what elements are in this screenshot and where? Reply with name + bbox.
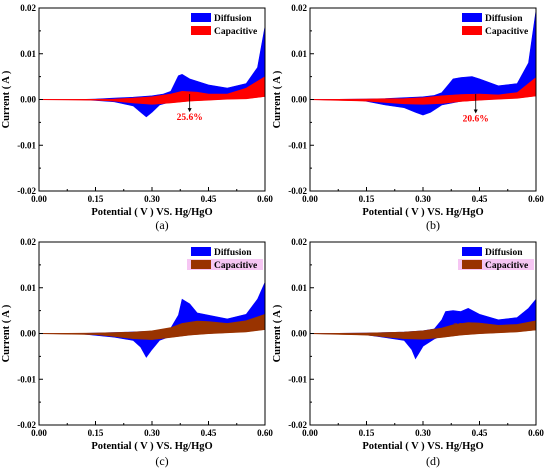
legend-label: Diffusion <box>485 14 523 24</box>
legend-shadow <box>458 259 534 270</box>
x-axis-label: Potential ( V ) VS. Hg/HgO <box>362 207 483 218</box>
x-tick-label: 0.00 <box>302 428 318 438</box>
x-tick-label: 0.45 <box>201 428 217 438</box>
percentage-annotation: 28% <box>182 322 201 332</box>
x-tick-label: 0.30 <box>415 428 431 438</box>
panel-caption: (a) <box>155 218 168 232</box>
x-tick-label: 0.30 <box>144 194 160 204</box>
y-tick-label: -0.01 <box>288 374 307 384</box>
legend-label: Capacitive <box>485 27 528 37</box>
legend-label: Diffusion <box>214 248 252 258</box>
capacitive-edge-line <box>38 328 266 340</box>
legend-swatch <box>191 247 211 256</box>
panel-caption: (d) <box>426 454 440 468</box>
y-tick-label: 0.01 <box>291 283 307 293</box>
y-tick-label: 0.02 <box>291 237 307 247</box>
x-tick-label: 0.45 <box>201 194 217 204</box>
percentage-annotation: 28.2% <box>453 322 479 332</box>
x-axis-label: Potential ( V ) VS. Hg/HgO <box>91 207 212 218</box>
y-tick-label: 0.00 <box>291 95 307 105</box>
x-tick-label: 0.00 <box>302 194 318 204</box>
legend-label: Capacitive <box>214 261 257 271</box>
x-tick-label: 0.45 <box>472 428 488 438</box>
x-axis-label: Potential ( V ) VS. Hg/HgO <box>91 441 212 452</box>
y-tick-label: -0.01 <box>288 140 307 150</box>
y-axis-label: Current ( A ) <box>272 304 283 362</box>
chart-panel-b: 0.00 0.15 0.30 0.45 0.60 0.02 0.01 0.00 -0.01 -0.… <box>272 3 544 218</box>
x-tick-label: 0.15 <box>88 428 104 438</box>
capacitive-edge-line <box>309 329 537 340</box>
chart-panel-c: 0.00 0.15 0.30 0.45 0.60 0.02 0.01 0.00 -0.01 -0.… <box>1 237 273 452</box>
percentage-annotation: 25.6% <box>177 113 203 123</box>
capacitive-edge-line <box>309 95 537 105</box>
y-axis-label: Current ( A ) <box>1 70 12 128</box>
diffusion-area <box>39 282 266 358</box>
legend-swatch <box>462 26 482 35</box>
legend-swatch <box>462 247 482 256</box>
legend-swatch <box>191 13 211 22</box>
x-tick-label: 0.30 <box>415 194 431 204</box>
x-tick-label: 0.00 <box>31 428 47 438</box>
y-tick-label: 0.00 <box>291 329 307 339</box>
y-tick-label: 0.00 <box>20 329 36 339</box>
x-tick-label: 0.60 <box>528 428 544 438</box>
x-tick-label: 0.60 <box>257 194 273 204</box>
y-tick-label: 0.01 <box>20 49 36 59</box>
panel-caption: (b) <box>426 218 440 232</box>
y-tick-label: -0.01 <box>17 140 36 150</box>
y-tick-label: 0.01 <box>291 49 307 59</box>
y-tick-label: 0.02 <box>20 3 36 13</box>
y-tick-label: 0.00 <box>20 95 36 105</box>
y-tick-label: -0.02 <box>288 420 307 430</box>
x-tick-label: 0.15 <box>88 194 104 204</box>
diffusion-area <box>309 10 537 116</box>
x-tick-label: 0.60 <box>257 428 273 438</box>
annotation-arrowhead <box>187 108 192 113</box>
y-tick-label: -0.01 <box>17 374 36 384</box>
y-tick-label: -0.02 <box>17 186 36 196</box>
annotation-arrowhead <box>473 109 478 114</box>
legend-label: Diffusion <box>214 14 252 24</box>
x-tick-label: 0.00 <box>31 194 47 204</box>
x-tick-label: 0.15 <box>359 194 375 204</box>
legend-swatch <box>191 26 211 35</box>
capacitive-edge-line <box>38 95 266 105</box>
panel-caption: (c) <box>155 454 168 468</box>
x-axis-label: Potential ( V ) VS. Hg/HgO <box>362 441 483 452</box>
y-axis-label: Current ( A ) <box>272 70 283 128</box>
y-tick-label: 0.02 <box>291 3 307 13</box>
x-tick-label: 0.30 <box>144 428 160 438</box>
y-tick-label: -0.02 <box>288 186 307 196</box>
x-tick-label: 0.60 <box>528 194 544 204</box>
chart-panel-d: 0.00 0.15 0.30 0.45 0.60 0.02 0.01 0.00 -0.01 -0.… <box>272 237 544 452</box>
legend-shadow <box>187 259 263 270</box>
legend-label: Diffusion <box>485 248 523 258</box>
x-tick-label: 0.15 <box>359 428 375 438</box>
legend-label: Capacitive <box>214 27 257 37</box>
y-tick-label: 0.02 <box>20 237 36 247</box>
chart-panel-a: 0.00 0.15 0.30 0.45 0.60 0.02 0.01 0.00 -0.01 -0.… <box>1 3 273 218</box>
legend-label: Capacitive <box>485 261 528 271</box>
legend-swatch <box>462 13 482 22</box>
legend-swatch <box>191 260 211 269</box>
y-axis-label: Current ( A ) <box>1 304 12 362</box>
legend-swatch <box>462 260 482 269</box>
y-tick-label: 0.01 <box>20 283 36 293</box>
y-tick-label: -0.02 <box>17 420 36 430</box>
x-tick-label: 0.45 <box>472 194 488 204</box>
percentage-annotation: 20.6% <box>463 114 489 124</box>
